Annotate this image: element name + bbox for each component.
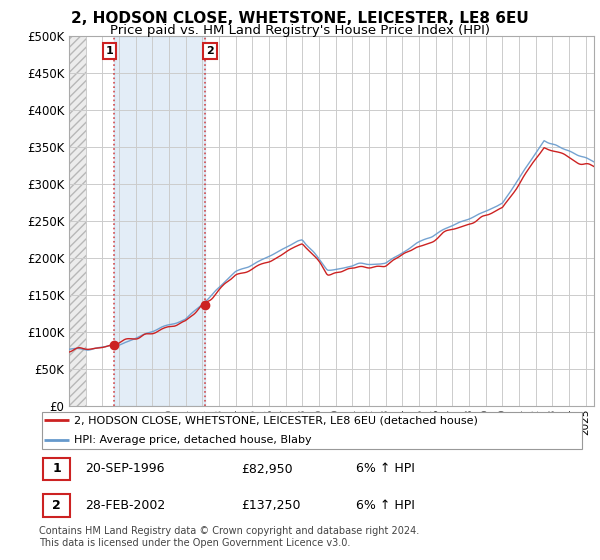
- Text: 2: 2: [52, 499, 61, 512]
- Text: 28-FEB-2002: 28-FEB-2002: [85, 499, 166, 512]
- Bar: [43, 494, 70, 516]
- Text: 20-SEP-1996: 20-SEP-1996: [85, 463, 165, 475]
- Bar: [115, 36, 205, 406]
- FancyBboxPatch shape: [42, 413, 582, 449]
- Text: 2, HODSON CLOSE, WHETSTONE, LEICESTER, LE8 6EU (detached house): 2, HODSON CLOSE, WHETSTONE, LEICESTER, L…: [74, 415, 478, 425]
- Text: £137,250: £137,250: [241, 499, 301, 512]
- Text: £82,950: £82,950: [241, 463, 293, 475]
- Text: 2, HODSON CLOSE, WHETSTONE, LEICESTER, LE8 6EU: 2, HODSON CLOSE, WHETSTONE, LEICESTER, L…: [71, 11, 529, 26]
- Bar: [43, 458, 70, 480]
- Text: 1: 1: [106, 46, 113, 56]
- Text: 1: 1: [52, 463, 61, 475]
- Text: 2: 2: [206, 46, 214, 56]
- Text: 6% ↑ HPI: 6% ↑ HPI: [356, 463, 415, 475]
- Text: 6% ↑ HPI: 6% ↑ HPI: [356, 499, 415, 512]
- Text: Contains HM Land Registry data © Crown copyright and database right 2024.
This d: Contains HM Land Registry data © Crown c…: [39, 526, 419, 548]
- Text: Price paid vs. HM Land Registry's House Price Index (HPI): Price paid vs. HM Land Registry's House …: [110, 24, 490, 36]
- Text: HPI: Average price, detached house, Blaby: HPI: Average price, detached house, Blab…: [74, 435, 312, 445]
- Bar: [69, 36, 86, 406]
